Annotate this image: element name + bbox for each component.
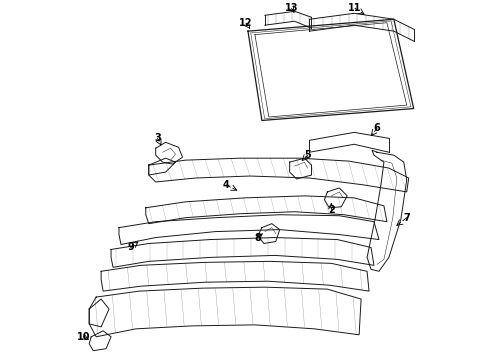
Text: 12: 12 [239, 18, 253, 28]
Text: 2: 2 [328, 205, 335, 215]
Text: 5: 5 [304, 150, 311, 160]
Text: 13: 13 [285, 3, 298, 13]
Text: 7: 7 [403, 213, 410, 223]
Text: 3: 3 [154, 133, 161, 143]
Text: 9: 9 [127, 243, 134, 252]
Text: 8: 8 [254, 233, 261, 243]
Text: 4: 4 [223, 180, 229, 190]
Text: 11: 11 [348, 3, 362, 13]
Text: 10: 10 [76, 332, 90, 342]
Text: 6: 6 [373, 123, 380, 134]
